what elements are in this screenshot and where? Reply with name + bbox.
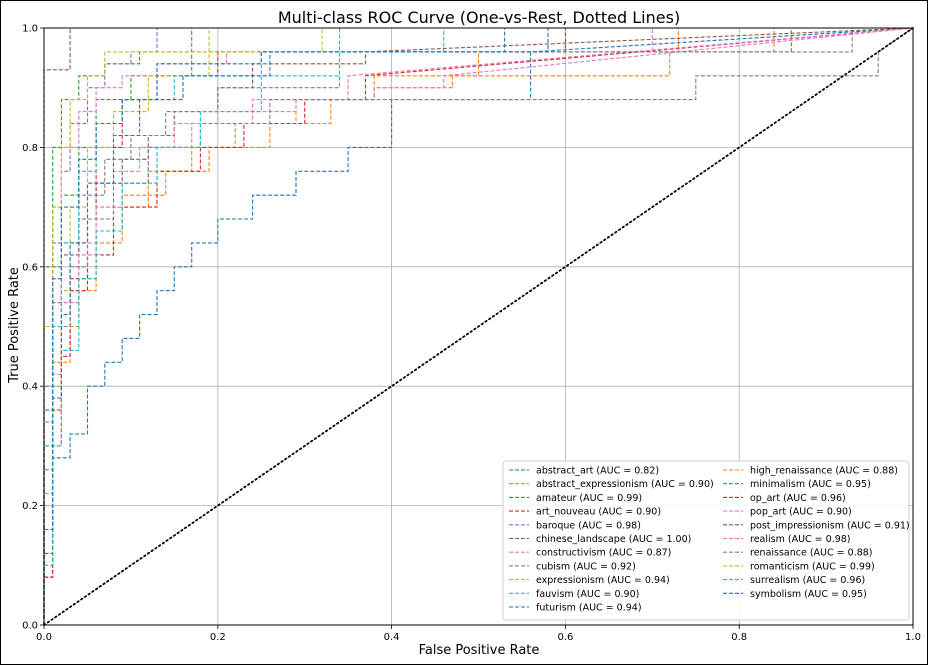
x-tick-label: 0.6 bbox=[557, 632, 573, 643]
legend-label: chinese_landscape (AUC = 1.00) bbox=[536, 534, 691, 545]
x-tick-label: 1.0 bbox=[905, 632, 921, 643]
legend-label: high_renaissance (AUC = 0.88) bbox=[750, 466, 898, 477]
legend-label: renaissance (AUC = 0.88) bbox=[750, 548, 873, 559]
legend-box bbox=[502, 460, 910, 621]
legend-label: romanticism (AUC = 0.99) bbox=[750, 561, 875, 572]
legend-label: cubism (AUC = 0.92) bbox=[536, 561, 636, 572]
legend-label: surrealism (AUC = 0.96) bbox=[750, 575, 865, 586]
y-tick-label: 0.6 bbox=[22, 262, 38, 273]
legend-label: op_art (AUC = 0.96) bbox=[750, 493, 846, 504]
legend-label: amateur (AUC = 0.99) bbox=[536, 493, 642, 504]
y-axis-ticks: 0.0 0.2 0.4 0.6 0.8 1.0 bbox=[22, 24, 44, 632]
x-axis-title: False Positive Rate bbox=[419, 643, 540, 658]
y-tick-label: 1.0 bbox=[22, 24, 38, 35]
roc-series-line bbox=[43, 27, 913, 625]
roc-series-line bbox=[43, 27, 913, 625]
y-tick-label: 0.2 bbox=[22, 501, 38, 512]
x-tick-label: 0.2 bbox=[210, 632, 226, 643]
legend: abstract_art (AUC = 0.82) abstract_expres… bbox=[502, 460, 910, 621]
legend-label: futurism (AUC = 0.94) bbox=[536, 603, 642, 614]
x-axis-ticks: 0.0 0.2 0.4 0.6 0.8 1.0 bbox=[36, 625, 921, 643]
roc-series-line bbox=[43, 27, 913, 625]
roc-series-line bbox=[43, 27, 914, 625]
legend-label: baroque (AUC = 0.98) bbox=[536, 520, 641, 531]
chart-title: Multi-class ROC Curve (One-vs-Rest, Dott… bbox=[278, 8, 680, 27]
legend-label: symbolism (AUC = 0.95) bbox=[750, 589, 867, 600]
legend-label: fauvism (AUC = 0.90) bbox=[536, 589, 639, 600]
legend-label: realism (AUC = 0.98) bbox=[750, 534, 851, 545]
legend-label: constructivism (AUC = 0.87) bbox=[536, 548, 671, 559]
y-axis-title: True Positive Rate bbox=[7, 267, 22, 384]
legend-label: expressionism (AUC = 0.94) bbox=[536, 575, 670, 586]
y-tick-label: 0.4 bbox=[22, 382, 38, 393]
series-layer bbox=[43, 27, 914, 625]
x-tick-label: 0.8 bbox=[731, 632, 747, 643]
legend-label: pop_art (AUC = 0.90) bbox=[750, 507, 852, 518]
plot-area-border bbox=[43, 27, 914, 626]
legend-label: art_nouveau (AUC = 0.90) bbox=[536, 507, 661, 518]
x-tick-label: 0.4 bbox=[384, 632, 400, 643]
y-tick-label: 0.0 bbox=[22, 621, 38, 632]
roc-series-line bbox=[43, 27, 913, 625]
legend-label: minimalism (AUC = 0.95) bbox=[750, 479, 871, 490]
roc-series-line bbox=[43, 27, 913, 625]
legend-label: post_impressionism (AUC = 0.91) bbox=[750, 520, 910, 531]
chance-diagonal-line bbox=[43, 27, 914, 626]
legend-label: abstract_expressionism (AUC = 0.90) bbox=[536, 479, 714, 490]
legend-label: abstract_art (AUC = 0.82) bbox=[536, 466, 659, 477]
y-tick-label: 0.8 bbox=[22, 143, 38, 154]
x-tick-label: 0.0 bbox=[36, 632, 52, 643]
